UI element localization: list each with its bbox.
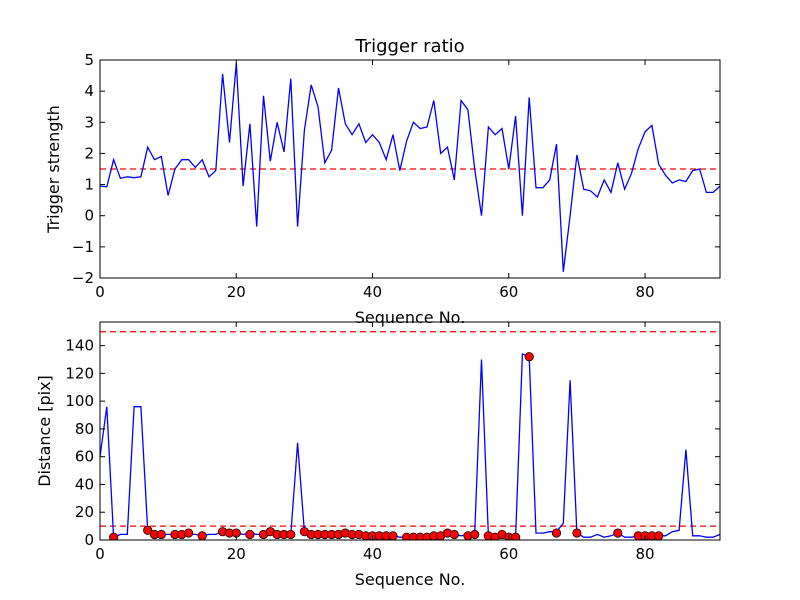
x-tick-label: 80 xyxy=(636,545,655,563)
y-tick-label: 120 xyxy=(65,364,94,382)
y-tick-label: −1 xyxy=(72,238,94,256)
y-tick-label: 140 xyxy=(65,337,94,355)
axes-frame xyxy=(99,59,721,279)
y-tick-label: 0 xyxy=(84,207,94,225)
data-point xyxy=(449,529,459,540)
y-tick-label: 5 xyxy=(84,51,94,69)
axes-frame xyxy=(99,321,721,541)
data-point xyxy=(654,531,664,540)
chart-title: Trigger ratio xyxy=(354,36,464,57)
data-point xyxy=(388,531,398,540)
x-tick-label: 80 xyxy=(636,283,655,301)
y-tick-label: −2 xyxy=(72,269,94,287)
data-point xyxy=(524,352,534,362)
y-tick-label: 3 xyxy=(84,113,94,131)
y-tick-label: 4 xyxy=(84,82,94,100)
y-axis-label: Trigger strength xyxy=(44,105,63,234)
x-tick-label: 20 xyxy=(227,283,246,301)
x-tick-label: 0 xyxy=(95,545,105,563)
x-axis-label: Sequence No. xyxy=(355,308,466,327)
axis-ticks: 0 20 40 60 80 −2 −1 0 1 2 3 4 5 xyxy=(72,51,720,301)
y-tick-label: 0 xyxy=(84,531,94,549)
distance-chart: 0 20 40 60 80 0 20 40 60 80 100 120 140 Sequence No.… xyxy=(35,321,721,589)
y-axis-label: Distance [pix] xyxy=(35,375,54,487)
data-point xyxy=(470,529,480,540)
data-point xyxy=(143,525,153,535)
trigger-ratio-chart: Trigger ratio 0 20 40 60 80 −2 −1 0 1 2 3 4 5 Sequen… xyxy=(44,36,721,327)
plot-area xyxy=(100,63,720,272)
x-axis-label: Sequence No. xyxy=(355,570,466,589)
data-point xyxy=(572,528,582,538)
x-tick-label: 60 xyxy=(499,545,518,563)
x-tick-label: 40 xyxy=(363,283,382,301)
axis-ticks: 0 20 40 60 80 0 20 40 60 80 100 120 140 xyxy=(65,322,720,563)
data-point xyxy=(245,529,255,540)
y-tick-label: 60 xyxy=(75,448,94,466)
x-tick-label: 20 xyxy=(227,545,246,563)
y-tick-label: 40 xyxy=(75,475,94,493)
x-tick-label: 0 xyxy=(95,283,105,301)
data-point xyxy=(156,529,166,540)
data-point xyxy=(286,529,296,540)
y-tick-label: 2 xyxy=(84,144,94,162)
data-point xyxy=(183,528,194,538)
data-point xyxy=(197,531,207,540)
x-tick-label: 40 xyxy=(363,545,382,563)
data-point xyxy=(613,528,623,538)
y-tick-label: 1 xyxy=(84,176,94,194)
y-tick-label: 20 xyxy=(75,503,94,521)
y-tick-label: 80 xyxy=(75,420,94,438)
x-tick-label: 60 xyxy=(499,283,518,301)
plot-area xyxy=(100,331,720,540)
data-point xyxy=(551,528,562,538)
data-point xyxy=(109,532,119,540)
series-line xyxy=(100,63,720,272)
data-point xyxy=(511,532,521,540)
y-tick-label: 100 xyxy=(65,392,94,410)
